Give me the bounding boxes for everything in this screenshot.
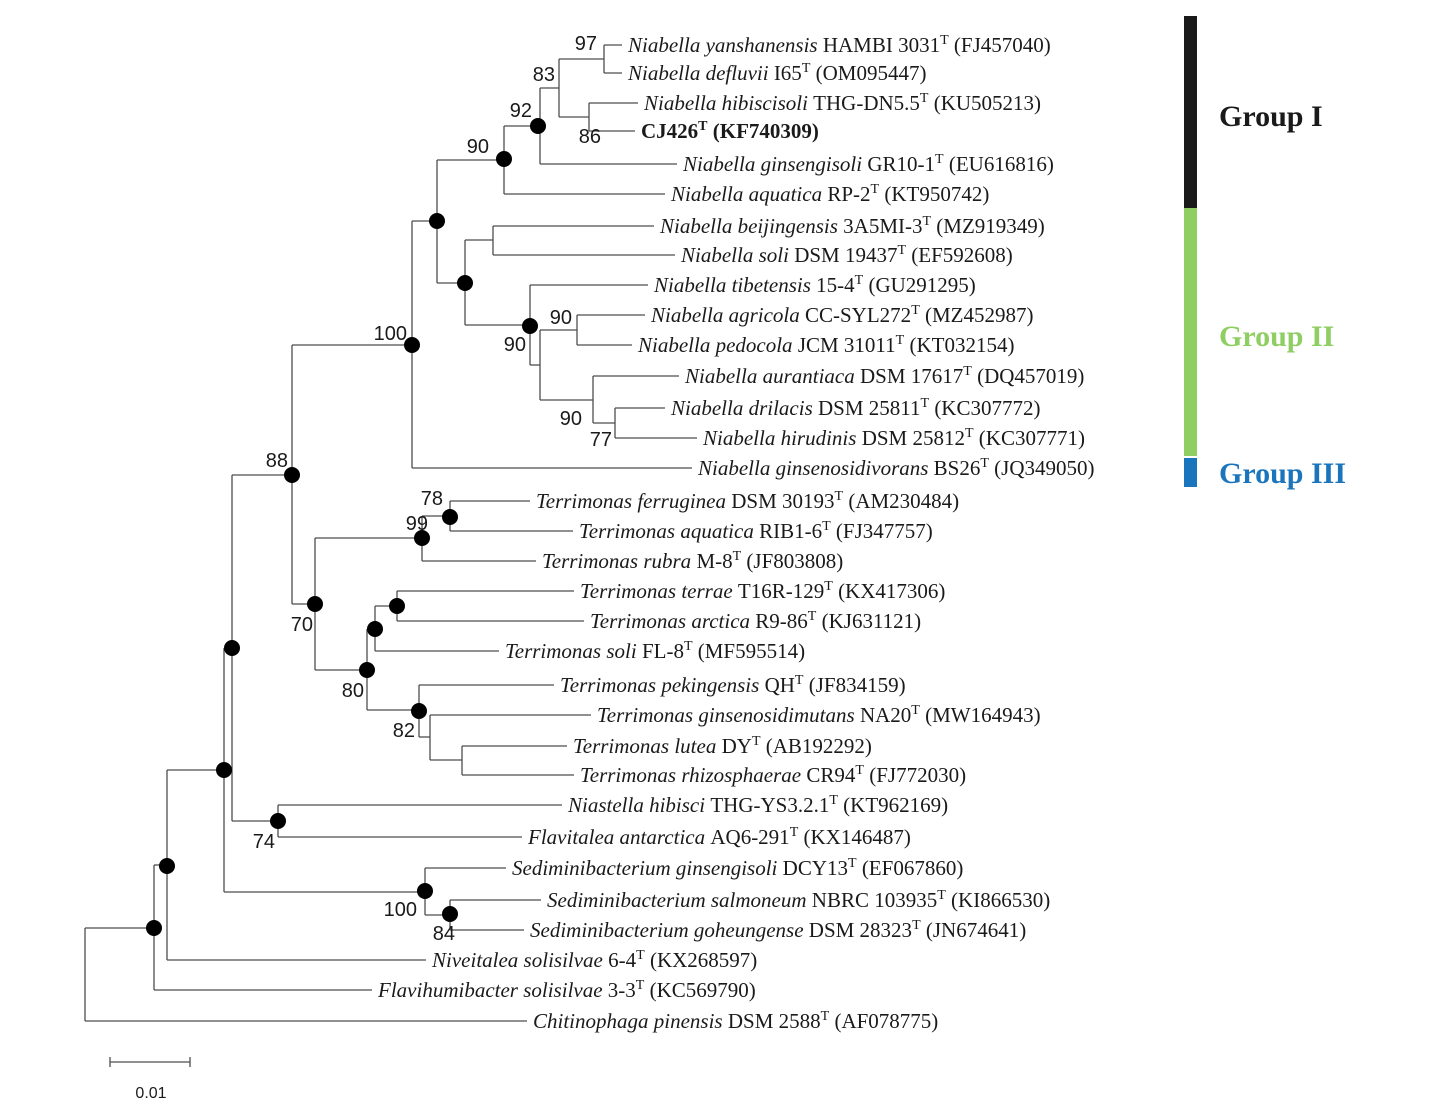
node-dot <box>146 920 162 936</box>
bootstrap-value: 78 <box>421 488 443 510</box>
taxon-label: Terrimonas pekingensis QHT (JF834159) <box>560 673 906 697</box>
node-dot <box>530 118 546 134</box>
taxon-label: Terrimonas arctica R9-86T (KJ631121) <box>590 609 921 633</box>
bootstrap-value: 88 <box>266 450 288 472</box>
bootstrap-value: 77 <box>590 429 612 451</box>
bootstrap-value: 90 <box>504 334 526 356</box>
taxon-label: Terrimonas ginsenosidimutans NA20T (MW16… <box>597 703 1041 727</box>
node-dot <box>522 318 538 334</box>
group-bar <box>1184 458 1197 487</box>
bootstrap-value: 74 <box>253 831 275 853</box>
bootstrap-value: 90 <box>560 408 582 430</box>
bootstrap-value: 84 <box>433 923 455 945</box>
bootstrap-value: 86 <box>579 126 601 148</box>
taxon-label: Niabella pedocola JCM 31011T (KT032154) <box>637 333 1014 357</box>
taxon-label: Niabella hibiscisoli THG-DN5.5T (KU50521… <box>643 91 1041 115</box>
bootstrap-value: 97 <box>575 33 597 55</box>
node-dot <box>429 213 445 229</box>
taxon-label: Niveitalea solisilvae 6-4T (KX268597) <box>431 948 757 972</box>
group-label: Group III <box>1219 457 1346 490</box>
bootstrap-value: 100 <box>374 323 407 345</box>
taxon-label: Niabella aquatica RP-2T (KT950742) <box>670 182 989 206</box>
taxon-label: Terrimonas lutea DYT (AB192292) <box>573 734 872 758</box>
taxon-label: Sediminibacterium goheungense DSM 28323T… <box>530 918 1026 942</box>
node-dot <box>284 467 300 483</box>
bootstrap-value: 70 <box>291 614 313 636</box>
taxon-label: Niabella yanshanensis HAMBI 3031T (FJ457… <box>627 33 1051 57</box>
node-dot <box>417 883 433 899</box>
bootstrap-value: 99 <box>406 513 428 535</box>
node-dot <box>457 275 473 291</box>
scale-bar-label: 0.01 <box>135 1085 166 1102</box>
bootstrap-value: 83 <box>533 64 555 86</box>
node-dot <box>216 762 232 778</box>
node-dot <box>367 621 383 637</box>
node-dot <box>224 640 240 656</box>
taxon-label: Niabella drilacis DSM 25811T (KC307772) <box>670 396 1040 420</box>
node-dot <box>404 337 420 353</box>
taxon-label: Niabella soli DSM 19437T (EF592608) <box>680 243 1013 267</box>
taxon-label: Flavihumibacter solisilvae 3-3T (KC56979… <box>377 978 756 1002</box>
node-dot <box>442 906 458 922</box>
taxon-label: Niabella hirudinis DSM 25812T (KC307771) <box>702 426 1085 450</box>
bootstrap-value: 100 <box>384 899 417 921</box>
node-dot <box>411 703 427 719</box>
taxon-label: Terrimonas soli FL-8T (MF595514) <box>505 639 805 663</box>
taxon-label: Terrimonas terrae T16R-129T (KX417306) <box>580 579 945 603</box>
taxon-label: Terrimonas ferruginea DSM 30193T (AM2304… <box>536 489 959 513</box>
taxon-label: Sediminibacterium salmoneum NBRC 103935T… <box>547 888 1050 912</box>
taxon-label: Flavitalea antarctica AQ6-291T (KX146487… <box>527 825 911 849</box>
bootstrap-value: 90 <box>467 136 489 158</box>
taxon-label: Niabella aurantiaca DSM 17617T (DQ457019… <box>684 364 1084 388</box>
node-dot <box>389 598 405 614</box>
group-bar <box>1184 16 1197 208</box>
taxon-label-highlighted: CJ426T (KF740309) <box>641 119 819 143</box>
bootstrap-value: 92 <box>510 100 532 122</box>
taxon-label: Terrimonas rhizosphaerae CR94T (FJ772030… <box>580 763 966 787</box>
taxon-label: Niabella defluvii I65T (OM095447) <box>627 61 926 85</box>
node-dot <box>270 813 286 829</box>
taxon-label: Niabella tibetensis 15-4T (GU291295) <box>653 273 976 297</box>
bootstrap-value: 90 <box>550 307 572 329</box>
node-dot <box>159 858 175 874</box>
taxon-label: Niastella hibisci THG-YS3.2.1T (KT962169… <box>567 793 948 817</box>
taxon-label: Chitinophaga pinensis DSM 2588T (AF07877… <box>533 1009 938 1033</box>
bootstrap-value: 82 <box>393 720 415 742</box>
taxon-label: Terrimonas rubra M-8T (JF803808) <box>542 549 843 573</box>
group-label: Group II <box>1219 320 1334 353</box>
taxon-label: Niabella ginsengisoli GR10-1T (EU616816) <box>682 152 1054 176</box>
group-label: Group I <box>1219 100 1323 133</box>
node-dot <box>307 596 323 612</box>
bootstrap-value: 80 <box>342 680 364 702</box>
node-dot <box>442 509 458 525</box>
node-dot <box>414 530 430 546</box>
group-bar <box>1184 208 1197 456</box>
taxon-label: Niabella ginsenosidivorans BS26T (JQ3490… <box>697 456 1095 480</box>
node-dot <box>496 151 512 167</box>
taxon-label: Sediminibacterium ginsengisoli DCY13T (E… <box>512 856 963 880</box>
taxon-label: Terrimonas aquatica RIB1-6T (FJ347757) <box>579 519 933 543</box>
taxon-label: Niabella agricola CC-SYL272T (MZ452987) <box>650 303 1034 327</box>
node-dot <box>359 662 375 678</box>
taxon-label: Niabella beijingensis 3A5MI-3T (MZ919349… <box>659 214 1045 238</box>
